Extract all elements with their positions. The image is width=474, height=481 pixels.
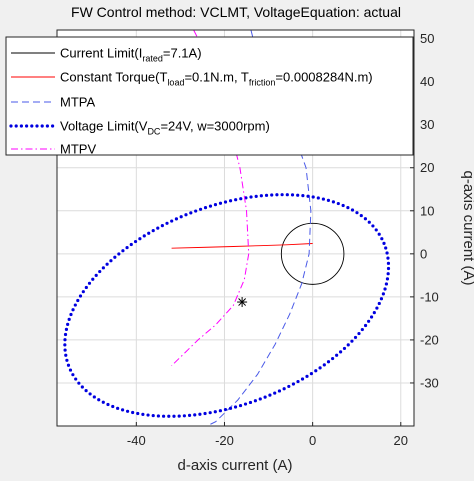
series-current: [280, 222, 345, 285]
y-tick-label: 10: [420, 203, 434, 218]
legend: Current Limit(Irated=7.1A) Constant Torqu…: [5, 36, 414, 157]
y-tick-label: 20: [420, 160, 434, 175]
x-axis-label: d-axis current (A): [177, 457, 292, 474]
y-tick-label: 50: [420, 31, 434, 46]
y-tick-label: 30: [420, 117, 434, 132]
x-tick-label: 0: [309, 433, 316, 448]
chart-title: FW Control method: VCLMT, VoltageEquatio…: [71, 4, 401, 20]
y-tick-label: -20: [420, 332, 439, 347]
series-layer: [63, 30, 391, 426]
legend-box: [5, 36, 414, 156]
legend-label-mtpv: MTPV: [60, 142, 96, 157]
series-torque: [171, 243, 313, 249]
y-tick-label: 0: [420, 246, 427, 261]
y-tick-label: -10: [420, 289, 439, 304]
legend-label-voltage: Voltage Limit(VDC=24V, w=3000rpm): [60, 119, 270, 137]
x-tick-label: -20: [215, 433, 234, 448]
operating-point-marker: [237, 297, 248, 308]
legend-label-mtpa: MTPA: [60, 95, 95, 110]
y-axis-label: q-axis current (A): [460, 170, 474, 285]
ticks: -40 -20 0 20 -30 -20 -10 0 10 20 30 40 50: [127, 31, 439, 448]
series-voltage: [63, 193, 391, 418]
x-tick-label: 20: [394, 433, 408, 448]
legend-label-current: Current Limit(Irated=7.1A): [60, 46, 202, 64]
plot-frame: [56, 29, 415, 427]
series-mtpv: [171, 30, 250, 367]
y-tick-label: 40: [420, 74, 434, 89]
x-tick-label: -40: [127, 433, 146, 448]
y-tick-label: -30: [420, 375, 439, 390]
legend-label-torque: Constant Torque(Tload=0.1N.m, Tfriction=…: [60, 70, 373, 88]
